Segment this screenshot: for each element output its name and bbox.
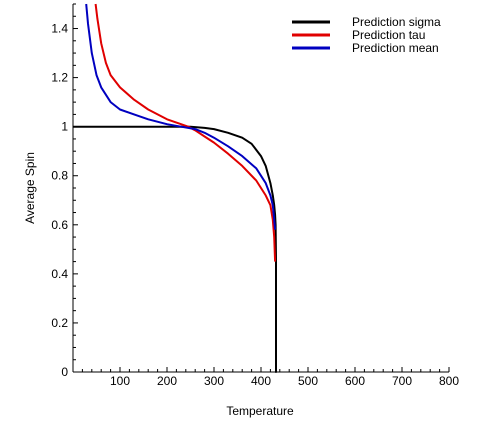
- x-tick-label: 100: [110, 374, 130, 388]
- series-group: [73, 3, 277, 373]
- series-line-prediction-tau: [94, 3, 277, 262]
- legend-label-prediction-tau: Prediction tau: [352, 28, 425, 42]
- y-tick-label: 0.2: [51, 316, 68, 330]
- x-tick-label: 700: [392, 374, 412, 388]
- y-tick-label: 0.4: [51, 267, 68, 281]
- x-axis-label: Temperature: [226, 404, 294, 418]
- legend-label-prediction-mean: Prediction mean: [352, 41, 439, 55]
- y-tick-label: 1.4: [51, 22, 68, 36]
- y-axis-label: Average Spin: [23, 152, 37, 224]
- y-tick-label: 1: [61, 120, 68, 134]
- x-tick-label: 300: [204, 374, 224, 388]
- x-tick-label: 600: [345, 374, 365, 388]
- x-tick-label: 200: [157, 374, 177, 388]
- y-ticks: 0 0.2 0.4 0.6 0.8 1 1.2 1.4: [51, 3, 78, 379]
- series-line-prediction-sigma: [73, 125, 277, 373]
- x-ticks: 100 200 300 400 500 600 700 800: [72, 367, 459, 388]
- legend-label-prediction-sigma: Prediction sigma: [352, 15, 441, 29]
- y-tick-label: 0: [61, 365, 68, 379]
- y-tick-label: 1.2: [51, 71, 68, 85]
- y-tick-label: 0.6: [51, 218, 68, 232]
- x-tick-label: 400: [251, 374, 271, 388]
- x-tick-label: 800: [439, 374, 459, 388]
- series-line-prediction-mean: [85, 3, 277, 230]
- y-tick-label: 0.8: [51, 169, 68, 183]
- x-tick-label: 500: [298, 374, 318, 388]
